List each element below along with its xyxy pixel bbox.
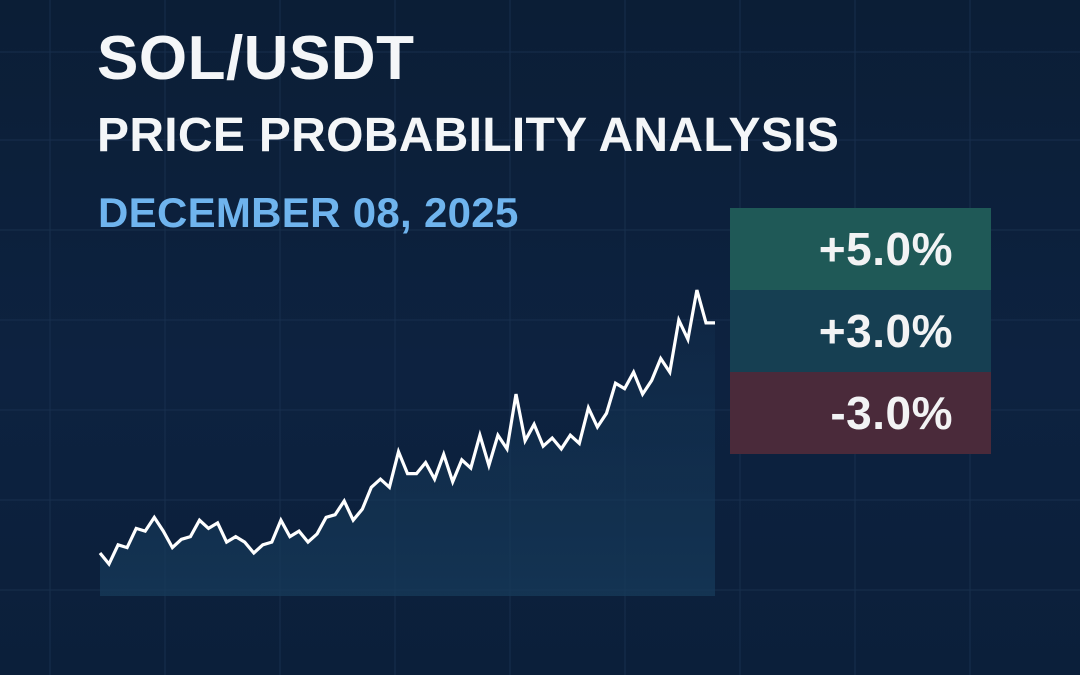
level-plus-3: +3.0% — [730, 290, 991, 372]
probability-levels: +5.0% +3.0% -3.0% — [730, 208, 991, 454]
analysis-date: DECEMBER 08, 2025 — [98, 189, 519, 236]
price-line — [98, 289, 715, 567]
page-subtitle: PRICE PROBABILITY ANALYSIS — [97, 109, 840, 162]
level-label: +3.0% — [818, 305, 953, 357]
level-label: +5.0% — [818, 223, 953, 275]
chart-area-fill — [100, 290, 715, 596]
level-label: -3.0% — [830, 387, 953, 439]
level-plus-5: +5.0% — [730, 208, 991, 290]
page-title: SOL/USDT — [97, 24, 415, 93]
level-minus-3: -3.0% — [730, 372, 991, 454]
